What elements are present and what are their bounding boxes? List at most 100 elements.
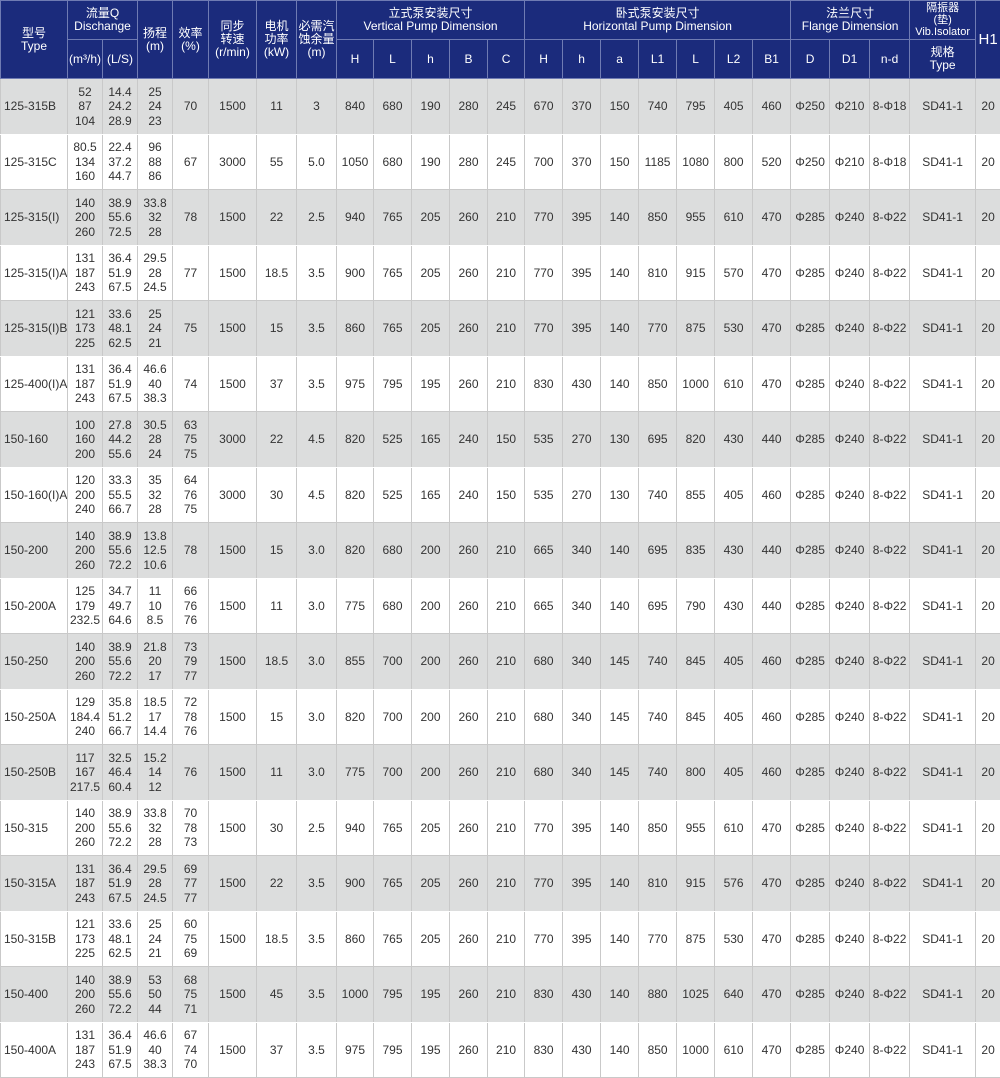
cell-line: 48.1 [103,321,137,336]
table-cell: 3.0 [297,689,337,745]
cell-line: 70 [173,1057,208,1072]
cell-line: 71 [173,1002,208,1017]
header-vertical-l: L [374,40,412,79]
table-cell: Φ285 [791,745,830,801]
table-cell: 835 [677,523,715,579]
table-cell: SD41-1 [910,634,976,690]
table-cell: Φ240 [830,634,870,690]
table-cell: SD41-1 [910,523,976,579]
cell-line: 69 [173,946,208,961]
table-cell: 765 [374,301,412,357]
cell-line: 140 [68,529,102,544]
cell-line: 86 [138,169,172,184]
table-cell: 695 [639,412,677,468]
table-cell: 140 [601,1022,639,1078]
cell-line: 72.2 [103,669,137,684]
table-cell: 140 [601,967,639,1023]
cell-line: 134 [68,155,102,170]
table-cell: SD41-1 [910,745,976,801]
table-cell: 405 [715,634,753,690]
cell-line: 12 [138,780,172,795]
table-cell: 210 [488,800,525,856]
cell-line: 60 [173,917,208,932]
cell-line: 225 [68,336,102,351]
table-cell: 395 [563,911,601,967]
cell-line: 75 [173,932,208,947]
model-type-cell: 150-160 [1,412,68,468]
cell-line: 44.7 [103,169,137,184]
table-cell: 680 [374,134,412,190]
table-cell: 1050 [337,134,374,190]
table-cell: 205 [412,301,450,357]
table-cell: 820 [337,467,374,523]
table-cell: 470 [753,356,791,412]
table-cell: 140 [601,856,639,912]
header-h1: H1 [976,1,1000,79]
table-cell: SD41-1 [910,412,976,468]
table-cell: 210 [488,301,525,357]
table-cell: 460 [753,467,791,523]
table-cell: 405 [715,467,753,523]
table-cell: 210 [488,578,525,634]
table-cell: 20 [976,578,1000,634]
table-cell: 405 [715,745,753,801]
cell-line: 33.6 [103,307,137,322]
cell-line: 14 [138,765,172,780]
table-cell: 405 [715,79,753,135]
table-cell: 610 [715,1022,753,1078]
cell-line: 73 [173,640,208,655]
model-type-cell: 150-315A [1,856,68,912]
cell-line: 140 [68,973,102,988]
table-cell: 8-Φ22 [870,356,910,412]
cell-line: 62.5 [103,946,137,961]
cell-line: 24 [138,932,172,947]
table-cell: Φ240 [830,911,870,967]
table-cell: 150 [488,467,525,523]
cell-line: 73 [173,835,208,850]
table-cell: 20 [976,79,1000,135]
table-cell: 955 [677,800,715,856]
cell-line: 50 [138,987,172,1002]
table-cell: 67 [173,134,209,190]
model-type-cell: 125-315B [1,79,68,135]
table-cell: 205 [412,245,450,301]
cell-line: 51.9 [103,266,137,281]
table-cell: 20 [976,245,1000,301]
table-cell: 260 [450,689,488,745]
table-cell: 145 [601,634,639,690]
table-cell: 460 [753,689,791,745]
table-cell: SD41-1 [910,689,976,745]
cell-line: 200 [68,210,102,225]
header-vertical-h: h [412,40,450,79]
cell-line: 29.5 [138,251,172,266]
table-cell: 37 [257,356,297,412]
cell-line: 120 [68,473,102,488]
table-cell: 470 [753,301,791,357]
cell-line: 17 [138,669,172,684]
table-cell: 270 [563,412,601,468]
cell-line: 46.4 [103,765,137,780]
table-cell: 200 [412,523,450,579]
cell-line: 72.5 [103,225,137,240]
table-cell: 940 [337,190,374,246]
cell-line: 66.7 [103,502,137,517]
table-cell: 150 [601,79,639,135]
